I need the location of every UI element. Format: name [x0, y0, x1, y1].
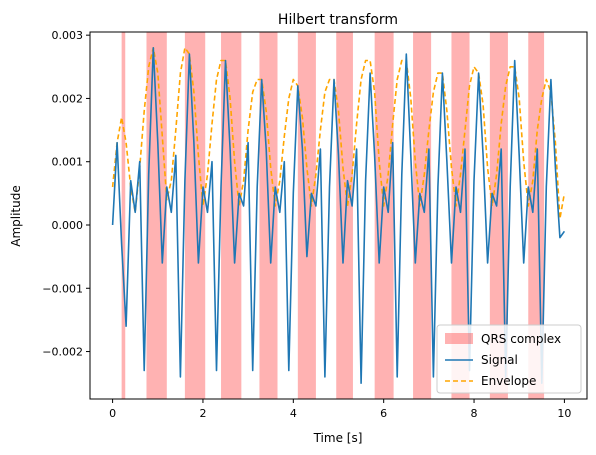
qrs-region-8 [413, 32, 432, 399]
x-axis-label: Time [s] [313, 431, 363, 445]
x-tick-label: 2 [199, 407, 206, 420]
envelope-layer [111, 46, 566, 220]
y-tick-label: −0.001 [42, 282, 83, 295]
plot-area [111, 32, 566, 399]
x-axis-ticks: 0 2 4 6 8 10 [109, 399, 571, 420]
series-line-envelope [111, 46, 566, 220]
y-tick-label: 0.000 [52, 219, 84, 232]
legend-envelope-label: Envelope [481, 374, 536, 388]
x-tick-label: 0 [109, 407, 116, 420]
legend-qrs-label: QRS complex [481, 332, 561, 346]
x-tick-label: 4 [290, 407, 297, 420]
qrs-region-0 [121, 32, 126, 399]
chart-title: Hilbert transform [278, 12, 398, 28]
signal-layer [111, 46, 566, 385]
qrs-region-1 [146, 32, 167, 399]
y-tick-label: 0.001 [52, 156, 84, 169]
qrs-region-3 [221, 32, 242, 399]
x-tick-label: 10 [557, 407, 571, 420]
legend-box [436, 324, 582, 394]
y-tick-label: 0.002 [52, 92, 84, 105]
legend-signal-label: Signal [481, 353, 518, 367]
qrs-region-2 [184, 32, 206, 399]
qrs-region-6 [336, 32, 353, 399]
qrs-region-5 [297, 32, 316, 399]
y-axis-label: Amplitude [9, 185, 23, 247]
x-tick-label: 8 [471, 407, 478, 420]
legend-qrs-swatch [445, 333, 473, 344]
y-tick-label: 0.003 [52, 29, 84, 42]
qrs-region-7 [374, 32, 394, 399]
qrs-region-9 [451, 32, 470, 399]
qrs-regions [121, 32, 545, 399]
legend: QRS complex Signal Envelope [436, 324, 582, 394]
y-tick-label: −0.002 [42, 346, 83, 359]
y-axis-ticks: −0.002 −0.001 0.000 0.001 0.002 0.003 [42, 29, 90, 359]
qrs-region-10 [489, 32, 508, 399]
axes-frame [89, 31, 588, 400]
series-line-signal [111, 46, 566, 385]
x-tick-label: 6 [380, 407, 387, 420]
